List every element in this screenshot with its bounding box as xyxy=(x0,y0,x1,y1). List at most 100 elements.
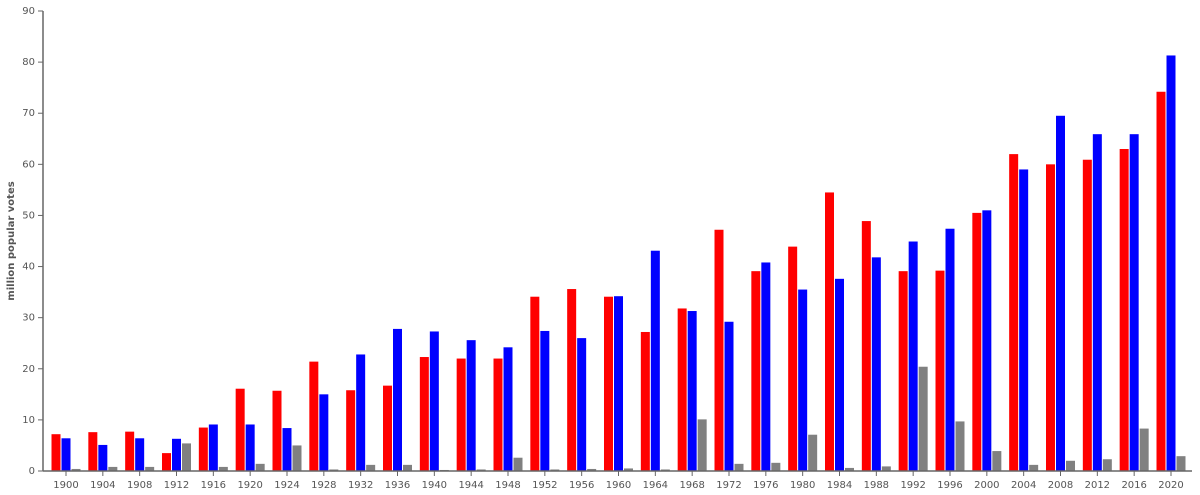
bar xyxy=(908,241,918,471)
y-tick-label: 0 xyxy=(29,466,35,477)
bar xyxy=(466,340,476,471)
bar xyxy=(845,467,854,471)
bar xyxy=(1092,134,1102,471)
bar xyxy=(1156,91,1166,471)
x-tick-label: 1988 xyxy=(864,480,889,491)
bar xyxy=(145,466,155,471)
bar xyxy=(282,428,292,471)
x-tick-label: 1992 xyxy=(900,480,925,491)
x-tick-label: 1928 xyxy=(311,480,336,491)
bar xyxy=(356,354,366,471)
bar xyxy=(419,357,429,471)
bar xyxy=(697,419,707,471)
y-tick-label: 60 xyxy=(22,159,35,170)
bar xyxy=(98,444,108,471)
bar xyxy=(429,331,439,471)
bar xyxy=(982,210,992,472)
x-tick-label: 1900 xyxy=(53,480,78,491)
bar xyxy=(476,469,486,471)
x-tick-label: 1960 xyxy=(606,480,631,491)
bar xyxy=(825,192,834,471)
bar xyxy=(1166,55,1176,471)
bar xyxy=(255,463,265,471)
x-tick-label: 1920 xyxy=(237,480,262,491)
bar xyxy=(1119,149,1129,471)
bar xyxy=(808,434,818,471)
bar xyxy=(218,466,228,471)
bar xyxy=(871,257,881,471)
y-tick-label: 50 xyxy=(22,210,35,221)
bar xyxy=(292,445,302,471)
x-tick-label: 1912 xyxy=(164,480,189,491)
bar xyxy=(1066,460,1075,471)
bar xyxy=(1082,159,1092,471)
bar xyxy=(687,311,697,471)
bar xyxy=(898,271,908,471)
bar xyxy=(346,390,356,471)
x-tick-label: 1904 xyxy=(90,480,115,491)
x-tick-label: 1936 xyxy=(385,480,410,491)
bar xyxy=(577,338,587,471)
bar xyxy=(245,424,255,471)
bar xyxy=(1019,169,1029,471)
x-tick-label: 1940 xyxy=(422,480,447,491)
bar xyxy=(972,212,982,471)
y-tick-label: 20 xyxy=(22,364,35,375)
x-tick-label: 1948 xyxy=(495,480,520,491)
bar xyxy=(1102,459,1112,471)
bar xyxy=(1046,164,1055,472)
bar xyxy=(51,434,61,471)
bar xyxy=(1139,428,1149,471)
bar xyxy=(955,421,965,471)
bar xyxy=(208,424,218,471)
x-tick-label: 1984 xyxy=(827,480,852,491)
bar xyxy=(530,296,540,471)
bar xyxy=(1056,115,1065,472)
x-tick-label: 1996 xyxy=(937,480,962,491)
bar xyxy=(724,321,734,471)
x-tick-label: 1964 xyxy=(643,480,668,491)
y-tick-label: 90 xyxy=(22,6,35,17)
x-tick-label: 1972 xyxy=(716,480,741,491)
bar xyxy=(881,466,891,471)
bar xyxy=(493,358,503,471)
bar xyxy=(935,270,945,471)
bar xyxy=(162,453,171,471)
bar xyxy=(640,331,650,471)
bar xyxy=(751,271,761,471)
x-tick-label: 2020 xyxy=(1158,480,1183,491)
bar xyxy=(771,462,781,471)
bar xyxy=(182,443,191,471)
x-tick-label: 2004 xyxy=(1011,480,1036,491)
bar xyxy=(319,394,329,471)
bar xyxy=(329,469,339,471)
x-tick-label: 2012 xyxy=(1085,480,1110,491)
x-tick-label: 1968 xyxy=(679,480,704,491)
bar xyxy=(1009,154,1019,471)
bar xyxy=(660,469,670,471)
y-tick-label: 40 xyxy=(22,262,35,273)
x-tick-label: 1932 xyxy=(348,480,373,491)
bar xyxy=(513,457,523,471)
x-tick-label: 1944 xyxy=(458,480,483,491)
bar xyxy=(788,246,798,471)
x-tick-label: 1924 xyxy=(274,480,299,491)
bar xyxy=(235,388,245,471)
bar xyxy=(798,289,808,471)
x-tick-label: 2000 xyxy=(974,480,999,491)
bar xyxy=(172,438,181,471)
bar xyxy=(604,296,613,471)
bar xyxy=(1029,464,1039,471)
x-tick-label: 1952 xyxy=(532,480,557,491)
bar xyxy=(918,366,928,471)
bar xyxy=(503,347,513,471)
y-axis-label: million popular votes xyxy=(6,181,17,300)
bar xyxy=(677,308,687,471)
y-tick-label: 80 xyxy=(22,57,35,68)
bar xyxy=(309,361,319,471)
bar xyxy=(393,328,402,471)
bar xyxy=(835,278,844,471)
bar xyxy=(71,468,81,471)
bar xyxy=(108,466,118,471)
